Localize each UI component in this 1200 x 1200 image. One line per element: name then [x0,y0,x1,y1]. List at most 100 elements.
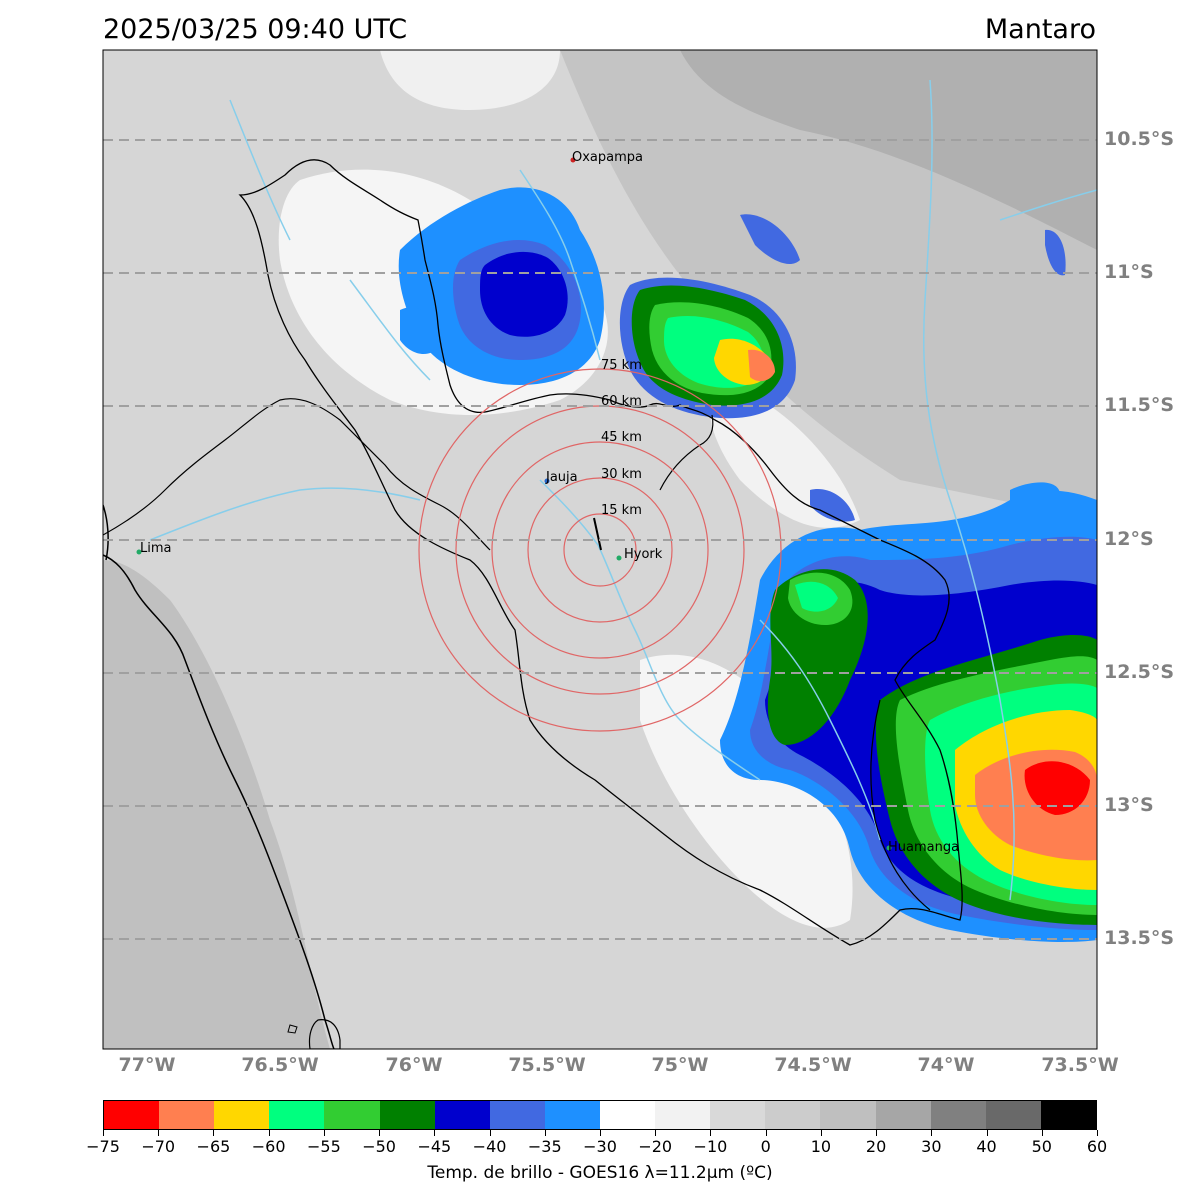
lon-label-75-5w: 75.5°W [508,1054,586,1076]
river-north [519,169,601,361]
colorbar-tick-label: −40 [472,1137,507,1156]
colorbar-tick-label: −45 [417,1137,452,1156]
lon-label-77w: 77°W [118,1054,176,1076]
colorbar-cell [930,1101,986,1129]
colorbar-tick-label: −10 [693,1137,728,1156]
colorbar-cell [1040,1101,1096,1129]
colorbar-tick-label: −30 [583,1137,617,1156]
colorbar-tick [379,1130,381,1136]
colorbar-cell [159,1101,215,1129]
colorbar-cell [434,1101,490,1129]
river-east-trib [999,189,1097,221]
cloud-cell-north-tail [400,307,440,355]
colorbar-cell [269,1101,325,1129]
department-boundary-lima [103,398,491,551]
city-label-oxapampa: Oxapampa [572,150,643,165]
colorbar-tick-label: 60 [1086,1137,1108,1156]
lat-label-10-5s: 10.5°S [1104,128,1175,150]
colorbar-tick [986,1130,988,1136]
radar-azimuth-line [593,517,602,551]
river-northwest-2 [229,99,291,241]
cloud-cell-north-core [480,251,568,337]
river-mantaro [539,479,761,781]
city-label-lima: Lima [140,541,171,556]
colorbar-cell [710,1101,766,1129]
colorbar-tick [600,1130,601,1136]
colorbar-cell [765,1101,821,1129]
colorbar-tick-label: −75 [86,1137,120,1156]
colorbar-cell [820,1101,876,1129]
lat-label-12-5s: 12.5°S [1104,661,1175,683]
city-markers: Oxapampa Jauja Hyork Lima Huamanga [136,150,959,855]
colorbar-tick [931,1130,933,1136]
map-frame [102,49,1098,1050]
ring-75km [418,368,782,732]
colorbar-tick-label: 30 [921,1137,942,1156]
ring-label-75km: 75 km [601,358,642,373]
river-south [759,619,881,841]
lon-label-76-5w: 76.5°W [241,1054,319,1076]
lat-label-12s: 12°S [1104,528,1154,550]
colorbar [103,1100,1097,1130]
lon-label-75w: 75°W [651,1054,709,1076]
colorbar-cell [214,1101,270,1129]
river-rimac [149,487,421,541]
lat-label-11-5s: 11.5°S [1104,394,1175,416]
cloud-cell-ne-orange [748,349,775,382]
colorbar-tick [655,1130,657,1136]
map-content: Oxapampa Jauja Hyork Lima Huamanga 15 km… [103,50,1097,1049]
cloud-cell-east-fringe [1010,482,1060,504]
colorbar-cell [379,1101,435,1129]
colorbar-tick [268,1130,270,1136]
department-boundary-ayacucho [870,699,931,911]
colorbar-cell [544,1101,600,1129]
city-dot-lima [136,549,142,555]
colorbar-cell [985,1101,1041,1129]
cloud-cell-se-red [1024,761,1090,815]
map-title-datetime: 2025/03/25 09:40 UTC [103,14,408,45]
terrain-dark-ne [680,50,1097,250]
cloud-cell-mid-small [810,489,855,522]
lon-label-74w: 74°W [917,1054,975,1076]
rivers [149,79,1097,901]
lon-label-76w: 76°W [385,1054,443,1076]
cloud-white-top [380,50,560,110]
colorbar-tick [710,1130,712,1136]
river-east [923,79,1015,901]
colorbar-tick-label: −70 [141,1137,176,1156]
city-dot-jauja [544,478,550,484]
city-dot-oxapampa [570,157,576,163]
colorbar-tick-label: −65 [196,1137,231,1156]
city-label-hyork: Hyork [624,547,663,562]
peninsula-paracas [308,1019,341,1049]
range-rings [418,368,782,732]
colorbar-cell [875,1101,931,1129]
colorbar-tick-label: 50 [1031,1137,1052,1156]
colorbar-tick [765,1130,767,1136]
colorbar-tick [489,1130,491,1136]
lat-label-13s: 13°S [1104,794,1154,816]
colorbar-tick [1097,1130,1098,1136]
ring-30km [527,477,673,623]
colorbar-tick [876,1130,878,1136]
colorbar-cell [324,1101,380,1129]
colorbar-cell [104,1101,160,1129]
colorbar-tick-label: 20 [865,1137,887,1156]
colorbar-tick-label: −20 [638,1137,673,1156]
colorbar-tick-label: −50 [362,1137,396,1156]
ring-labels: 15 km 30 km 45 km 60 km 75 km [601,358,642,518]
city-dot-hyork [616,555,622,561]
colorbar-label: Temp. de brillo - GOES16 λ=11.2μm (ºC) [427,1163,773,1183]
ring-label-45km: 45 km [601,430,642,445]
river-northwest [349,279,431,381]
lat-label-13-5s: 13.5°S [1104,927,1175,949]
department-boundary-junin [659,414,714,491]
colorbar-tick [1041,1130,1043,1136]
colorbar-tick-label: 40 [976,1137,997,1156]
lon-label-73-5w: 73.5°W [1041,1054,1119,1076]
cloud-cell-sw-spring [795,581,838,612]
island [287,1024,298,1034]
latitude-gridlines [103,139,1097,940]
colorbar-tick-label: −60 [251,1137,286,1156]
